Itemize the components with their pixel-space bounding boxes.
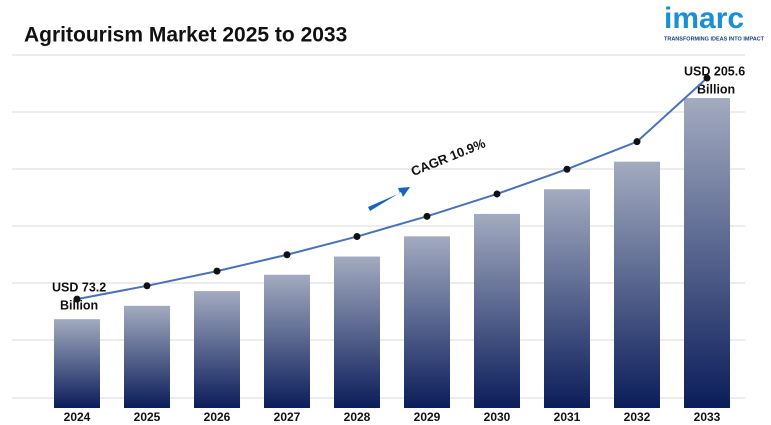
trend-point <box>73 295 81 303</box>
chart-title: Agritourism Market 2025 to 2033 <box>24 24 347 47</box>
trend-point <box>703 74 711 82</box>
trend-point <box>283 251 291 259</box>
bar <box>614 161 660 408</box>
x-tick-label: 2024 <box>64 410 91 424</box>
x-tick-label: 2033 <box>694 410 721 424</box>
x-tick-label: 2029 <box>414 410 441 424</box>
bar <box>684 98 730 408</box>
trend-point <box>213 267 221 275</box>
x-tick-label: 2032 <box>624 410 651 424</box>
x-tick-label: 2026 <box>204 410 231 424</box>
trend-point <box>423 212 431 220</box>
trend-line <box>76 77 708 301</box>
trend-point <box>493 190 501 198</box>
trend-point <box>563 165 571 173</box>
x-tick-label: 2031 <box>554 410 581 424</box>
trend-point <box>143 282 151 290</box>
bar <box>334 256 380 408</box>
x-tick-label: 2028 <box>344 410 371 424</box>
bar <box>124 305 170 408</box>
logo-tagline: TRANSFORMING IDEAS INTO IMPACT <box>664 36 765 42</box>
bar <box>54 319 100 408</box>
bar <box>544 189 590 408</box>
start-label: USD 73.2 <box>52 280 106 294</box>
x-tick-label: 2025 <box>134 410 161 424</box>
end-label: USD 205.6 <box>684 64 745 78</box>
logo: imarc <box>664 2 744 35</box>
x-tick-label: 2030 <box>484 410 511 424</box>
trend-point <box>633 138 641 146</box>
bar <box>264 274 310 408</box>
bar <box>474 213 520 408</box>
cagr-arrow <box>368 187 410 211</box>
trend-point <box>353 233 361 241</box>
bar <box>404 236 450 408</box>
start-label: Billion <box>60 298 98 312</box>
bar <box>194 291 240 408</box>
end-label: Billion <box>697 82 735 96</box>
x-tick-label: 2027 <box>274 410 301 424</box>
